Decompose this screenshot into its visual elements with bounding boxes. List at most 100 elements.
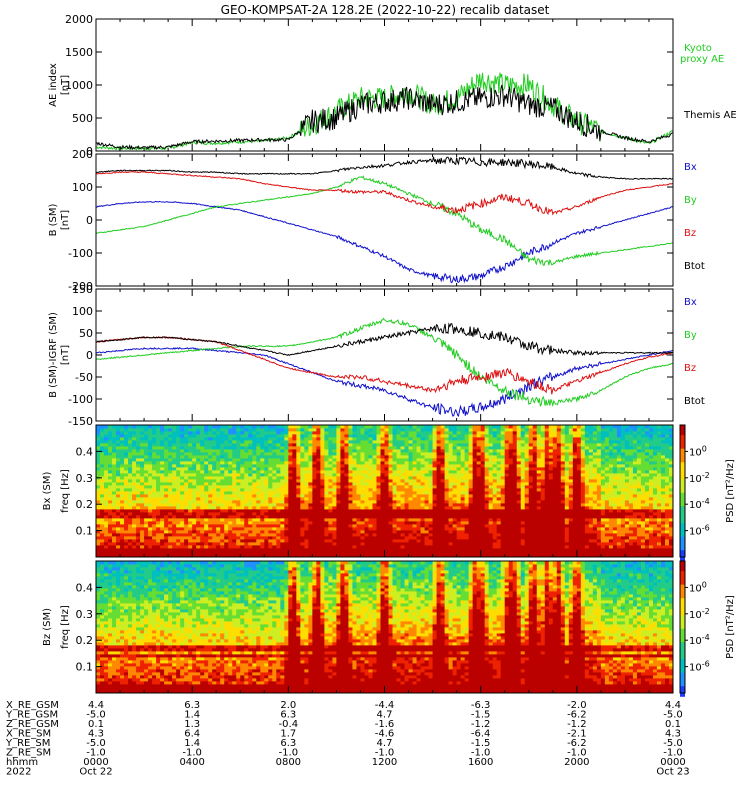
spectrogram-cell (496, 452, 502, 456)
spectrogram-cell (172, 509, 177, 513)
spectrogram-cell (232, 491, 237, 495)
spectrogram-cell (484, 428, 490, 432)
spectrogram-cell (292, 476, 297, 480)
spectrogram-cell (168, 440, 173, 444)
spectrogram-cell (224, 521, 229, 525)
spectrogram-cell (276, 503, 281, 507)
spectrogram-cell (524, 491, 530, 495)
spectrogram-cell (392, 521, 397, 525)
spectrogram-cell (200, 536, 205, 540)
spectrogram-cell (256, 515, 261, 519)
spectrogram-cell (492, 524, 498, 528)
spectrogram-cell (140, 434, 145, 438)
spectrogram-cell (500, 554, 506, 558)
spectrogram-cell (176, 527, 181, 531)
spectrogram-cell (512, 431, 518, 435)
spectrogram-cell (176, 476, 181, 480)
spectrogram-cell (408, 503, 413, 507)
spectrogram-cell (344, 545, 349, 549)
spectrogram-cell (352, 524, 357, 528)
spectrogram-cell (228, 461, 233, 465)
spectrogram-cell (508, 494, 514, 498)
spectrogram-cell (96, 434, 101, 438)
spectrogram-cell (164, 431, 169, 435)
spectrogram-cell (136, 512, 141, 516)
spectrogram-cell (392, 542, 397, 546)
spectrogram-cell (276, 425, 281, 429)
spectrogram-cell (120, 455, 125, 459)
spectrogram-cell (288, 485, 293, 489)
spectrogram-cell (140, 524, 145, 528)
spectrogram-cell (376, 491, 381, 495)
spectrogram-cell (464, 425, 470, 429)
spectrogram-cell (180, 539, 185, 543)
spectrogram-cell (308, 530, 313, 534)
spectrogram-cell (200, 455, 205, 459)
spectrogram-cell (460, 536, 466, 540)
spectrogram-cell (264, 536, 269, 540)
spectrogram-cell (404, 497, 409, 501)
spectrogram-cell (292, 545, 297, 549)
spectrogram-cell (280, 482, 285, 486)
spectrogram-cell (220, 446, 225, 450)
spectrogram-cell (340, 554, 345, 558)
spectrogram-cell (168, 509, 173, 513)
spectrogram-cell (176, 425, 181, 429)
spectrogram-cell (228, 554, 233, 558)
spectrogram-cell (124, 491, 129, 495)
spectrogram-cell (296, 425, 301, 429)
spectrogram-cell (436, 476, 441, 480)
spectrogram-cell (280, 431, 285, 435)
spectrogram-cell (512, 497, 518, 501)
spectrogram-cell (248, 512, 253, 516)
spectrogram-cell (148, 497, 153, 501)
spectrogram-cell (428, 554, 433, 558)
spectrogram-cell (468, 551, 474, 555)
spectrogram-cell (264, 527, 269, 531)
spectrogram-cell (168, 455, 173, 459)
spectrogram-cell (176, 521, 181, 525)
spectrogram-cell (132, 500, 137, 504)
spectrogram-cell (208, 527, 213, 531)
spectrogram-cell (144, 485, 149, 489)
spectrogram-cell (360, 488, 365, 492)
spectrogram-cell (348, 458, 353, 462)
spectrogram-cell (492, 434, 498, 438)
spectrogram-cell (396, 449, 401, 453)
spectrogram-cell (436, 449, 441, 453)
spectrogram-cell (184, 515, 189, 519)
spectrogram-cell (448, 494, 454, 498)
spectrogram-cell (280, 443, 285, 447)
spectrogram-cell (360, 506, 365, 510)
spectrogram-cell (244, 431, 249, 435)
spectrogram-cell (324, 503, 329, 507)
spectrogram-cell (376, 425, 381, 429)
spectrogram-cell (316, 491, 321, 495)
spectrogram-cell (472, 488, 478, 492)
spectrogram-cell (492, 464, 498, 468)
spectrogram-cell (392, 536, 397, 540)
spectrogram-cell (492, 518, 498, 522)
spectrogram-cell (212, 485, 217, 489)
spectrogram-cell (280, 512, 285, 516)
spectrogram-cell (100, 527, 105, 531)
spectrogram-cell (132, 551, 137, 555)
spectrogram-cell (204, 542, 209, 546)
spectrogram-cell (328, 545, 333, 549)
spectrogram-cell (136, 464, 141, 468)
spectrogram-cell (516, 428, 522, 432)
spectrogram-cell (376, 434, 381, 438)
spectrogram-cell (112, 521, 117, 525)
spectrogram-cell (472, 476, 478, 480)
spectrogram-cell (316, 536, 321, 540)
spectrogram-cell (412, 551, 417, 555)
spectrogram-cell (248, 497, 253, 501)
spectrogram-cell (200, 464, 205, 468)
spectrogram-cell (388, 497, 393, 501)
spectrogram-cell (288, 479, 293, 483)
spectrogram-cell (156, 476, 161, 480)
spectrogram-cell (112, 482, 117, 486)
spectrogram-cell (308, 467, 313, 471)
spectrogram-cell (224, 440, 229, 444)
